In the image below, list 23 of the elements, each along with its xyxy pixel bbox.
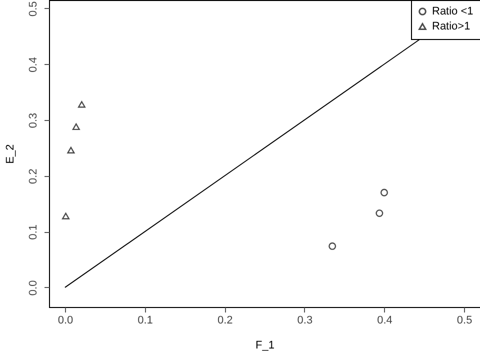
point <box>380 188 388 196</box>
x-tick-label: 0.3 <box>297 314 313 326</box>
x-tick-label: 0.2 <box>217 314 233 326</box>
point <box>67 146 75 154</box>
y-tick-label: 0.2 <box>28 168 40 184</box>
y-tick-label: 0.3 <box>28 112 40 128</box>
point <box>328 242 336 250</box>
y-axis-title: E_2 <box>4 144 16 164</box>
x-tick-label: 0.5 <box>456 314 472 326</box>
point <box>78 101 86 108</box>
x-tick-label: 0.0 <box>58 314 74 326</box>
y-tick-label: 0.0 <box>28 280 40 296</box>
point <box>62 212 70 220</box>
legend-label: Ratio>1 <box>432 20 470 32</box>
point <box>72 123 80 130</box>
x-tick-label: 0.4 <box>377 314 392 326</box>
legend-label: Ratio <1 <box>432 6 474 18</box>
y-tick-label: 0.4 <box>28 57 40 72</box>
x-tick-label: 0.1 <box>138 314 153 326</box>
y-tick-label: 0.1 <box>28 224 40 240</box>
y-tick-label: 0.5 <box>28 1 40 17</box>
point <box>376 209 384 217</box>
x-axis-title: F_1 <box>256 340 274 352</box>
